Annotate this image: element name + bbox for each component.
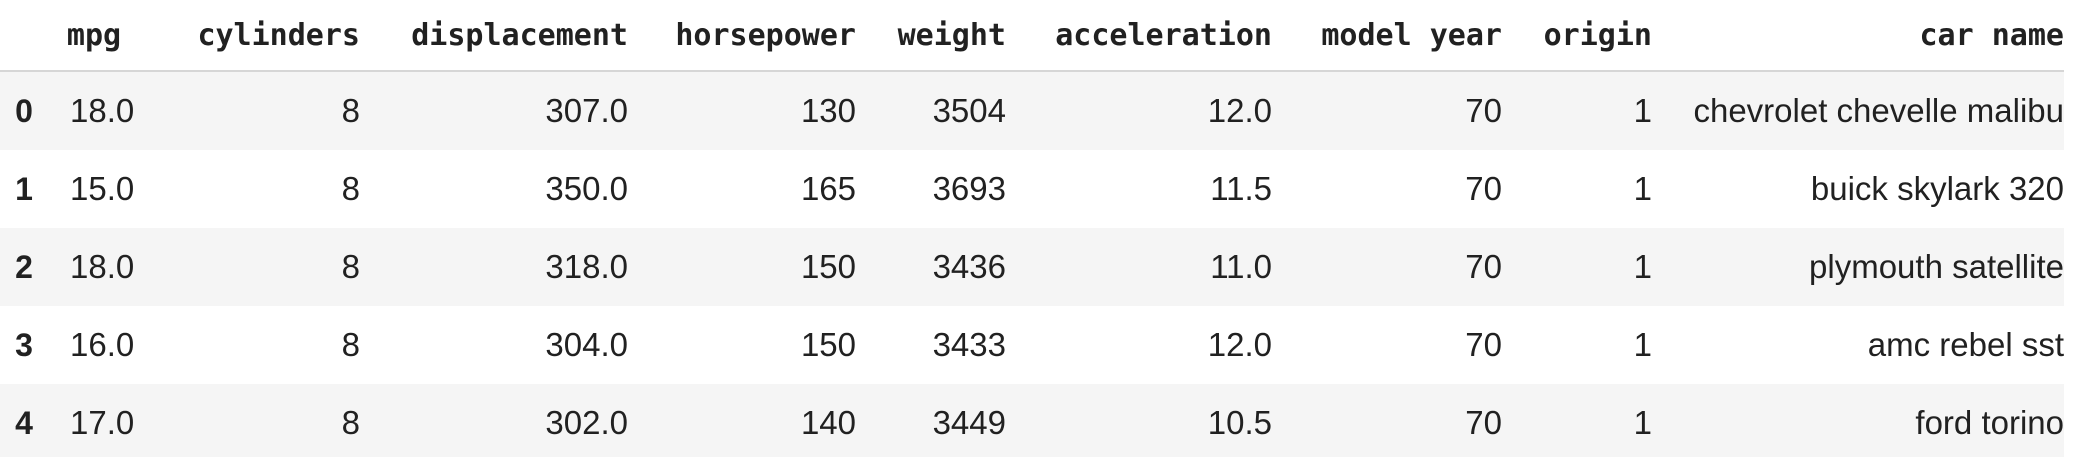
cell-origin: 1 xyxy=(1502,384,1652,457)
cell-mpg: 18.0 xyxy=(48,71,140,150)
cell-weight: 3449 xyxy=(856,384,1006,457)
cell-displacement: 307.0 xyxy=(360,71,628,150)
cell-mpg: 17.0 xyxy=(48,384,140,457)
cell-weight: 3693 xyxy=(856,150,1006,228)
column-header-cylinders: cylinders xyxy=(140,0,360,72)
column-header-model-year: model year xyxy=(1272,0,1502,72)
row-index: 0 xyxy=(0,71,48,150)
cell-acceleration: 12.0 xyxy=(1006,306,1272,384)
row-index: 3 xyxy=(0,306,48,384)
column-header-mpg: mpg xyxy=(48,0,140,72)
row-index: 2 xyxy=(0,228,48,306)
cell-car-name: chevrolet chevelle malibu xyxy=(1652,71,2064,150)
cell-horsepower: 165 xyxy=(628,150,856,228)
column-header-acceleration: acceleration xyxy=(1006,0,1272,72)
cell-cylinders: 8 xyxy=(140,384,360,457)
row-index: 1 xyxy=(0,150,48,228)
cell-acceleration: 11.0 xyxy=(1006,228,1272,306)
table-row: 1 15.0 8 350.0 165 3693 11.5 70 1 buick … xyxy=(0,150,2064,228)
table-row: 2 18.0 8 318.0 150 3436 11.0 70 1 plymou… xyxy=(0,228,2064,306)
cell-displacement: 302.0 xyxy=(360,384,628,457)
cell-weight: 3504 xyxy=(856,71,1006,150)
cell-horsepower: 140 xyxy=(628,384,856,457)
cell-horsepower: 130 xyxy=(628,71,856,150)
cell-cylinders: 8 xyxy=(140,150,360,228)
cell-model-year: 70 xyxy=(1272,71,1502,150)
cell-weight: 3433 xyxy=(856,306,1006,384)
cell-car-name: amc rebel sst xyxy=(1652,306,2064,384)
cell-car-name: ford torino xyxy=(1652,384,2064,457)
column-header-displacement: displacement xyxy=(360,0,628,72)
cell-mpg: 18.0 xyxy=(48,228,140,306)
cell-acceleration: 10.5 xyxy=(1006,384,1272,457)
column-header-origin: origin xyxy=(1502,0,1652,72)
cell-model-year: 70 xyxy=(1272,384,1502,457)
column-header-horsepower: horsepower xyxy=(628,0,856,72)
cell-mpg: 15.0 xyxy=(48,150,140,228)
header-row: mpg cylinders displacement horsepower we… xyxy=(0,0,2064,72)
cell-car-name: buick skylark 320 xyxy=(1652,150,2064,228)
column-header-car-name: car name xyxy=(1652,0,2064,72)
cell-cylinders: 8 xyxy=(140,306,360,384)
table-row: 3 16.0 8 304.0 150 3433 12.0 70 1 amc re… xyxy=(0,306,2064,384)
cell-origin: 1 xyxy=(1502,228,1652,306)
cell-mpg: 16.0 xyxy=(48,306,140,384)
cell-weight: 3436 xyxy=(856,228,1006,306)
cell-displacement: 318.0 xyxy=(360,228,628,306)
cell-model-year: 70 xyxy=(1272,150,1502,228)
cell-cylinders: 8 xyxy=(140,228,360,306)
cell-origin: 1 xyxy=(1502,71,1652,150)
table-row: 0 18.0 8 307.0 130 3504 12.0 70 1 chevro… xyxy=(0,71,2064,150)
cell-car-name: plymouth satellite xyxy=(1652,228,2064,306)
cell-displacement: 304.0 xyxy=(360,306,628,384)
column-header-weight: weight xyxy=(856,0,1006,72)
cell-origin: 1 xyxy=(1502,150,1652,228)
row-index: 4 xyxy=(0,384,48,457)
cell-model-year: 70 xyxy=(1272,306,1502,384)
cell-model-year: 70 xyxy=(1272,228,1502,306)
table-row: 4 17.0 8 302.0 140 3449 10.5 70 1 ford t… xyxy=(0,384,2064,457)
cell-origin: 1 xyxy=(1502,306,1652,384)
cell-acceleration: 12.0 xyxy=(1006,71,1272,150)
cell-displacement: 350.0 xyxy=(360,150,628,228)
cell-horsepower: 150 xyxy=(628,228,856,306)
cell-acceleration: 11.5 xyxy=(1006,150,1272,228)
cell-cylinders: 8 xyxy=(140,71,360,150)
cell-horsepower: 150 xyxy=(628,306,856,384)
index-header xyxy=(0,0,48,72)
